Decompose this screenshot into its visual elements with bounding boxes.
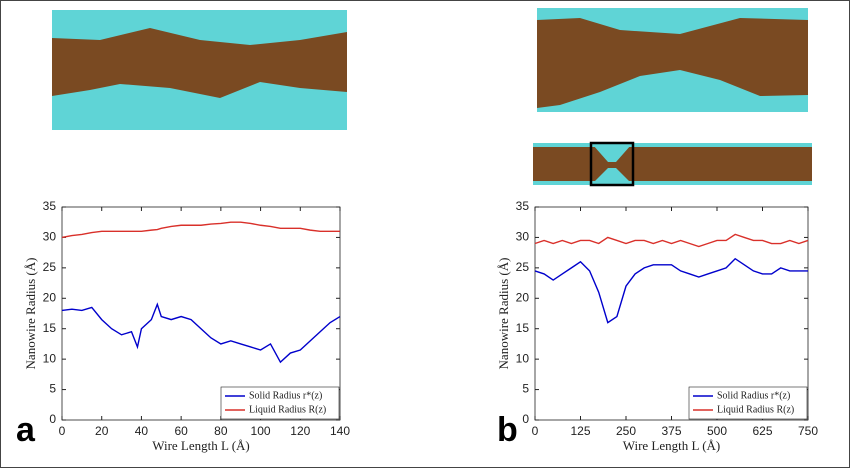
panel-label: b — [497, 411, 518, 449]
x-tick-label: 0 — [532, 424, 539, 438]
plot-area — [61, 206, 341, 421]
x-axis-label: Wire Length L (Å) — [152, 438, 250, 453]
y-tick-label: 20 — [516, 290, 530, 304]
snapshot-b — [533, 8, 812, 187]
x-tick-label: 40 — [135, 424, 149, 438]
x-tick-label: 125 — [570, 424, 590, 438]
y-tick-label: 0 — [49, 412, 56, 426]
y-tick-label: 35 — [43, 199, 57, 213]
y-tick-label: 5 — [522, 382, 529, 396]
y-tick-label: 10 — [43, 351, 57, 365]
x-tick-label: 625 — [752, 424, 772, 438]
snapshot-a — [52, 10, 347, 130]
panel-label: a — [16, 411, 36, 449]
y-tick-label: 10 — [516, 351, 530, 365]
legend-box — [220, 386, 340, 420]
y-tick-label: 30 — [43, 230, 57, 244]
series-line — [61, 302, 341, 364]
x-tick-label: 100 — [251, 424, 271, 438]
series-line — [61, 221, 340, 239]
y-tick-label: 15 — [516, 321, 530, 335]
y-tick-label: 30 — [516, 230, 530, 244]
x-tick-label: 80 — [214, 424, 228, 438]
y-tick-label: 25 — [516, 260, 530, 274]
legend-label: Solid Radius r*(z) — [249, 390, 322, 401]
legend-label: Liquid Radius R(z) — [249, 404, 326, 415]
legend-box — [688, 386, 808, 420]
y-tick-label: 15 — [43, 321, 57, 335]
y-axis-label: Nanowire Radius (Å) — [496, 258, 511, 370]
series-line — [534, 233, 809, 248]
x-tick-label: 20 — [95, 424, 109, 438]
y-tick-label: 25 — [43, 260, 57, 274]
x-tick-label: 60 — [174, 424, 188, 438]
y-tick-label: 35 — [516, 199, 530, 213]
legend-label: Liquid Radius R(z) — [717, 404, 794, 415]
x-tick-label: 250 — [616, 424, 636, 438]
y-tick-label: 5 — [49, 382, 56, 396]
x-tick-label: 0 — [59, 424, 66, 438]
chart: 0 5 10 15 20 25 30 35 0 125 250 375 500 625 750 Wire Le… — [496, 199, 818, 453]
x-tick-label: 500 — [707, 424, 727, 438]
y-axis-label: Nanowire Radius (Å) — [23, 258, 38, 370]
y-tick-label: 20 — [43, 290, 57, 304]
x-tick-label: 120 — [290, 424, 310, 438]
x-tick-label: 750 — [798, 424, 818, 438]
y-tick-label: 0 — [522, 412, 529, 426]
x-tick-label: 375 — [661, 424, 681, 438]
x-tick-label: 140 — [330, 424, 350, 438]
series-line — [534, 257, 808, 324]
chart: 0 5 10 15 20 25 30 35 0 20 40 60 80 100 120 140 Wire Len… — [16, 199, 350, 453]
legend-label: Solid Radius r*(z) — [717, 390, 790, 401]
x-axis-label: Wire Length L (Å) — [623, 438, 721, 453]
